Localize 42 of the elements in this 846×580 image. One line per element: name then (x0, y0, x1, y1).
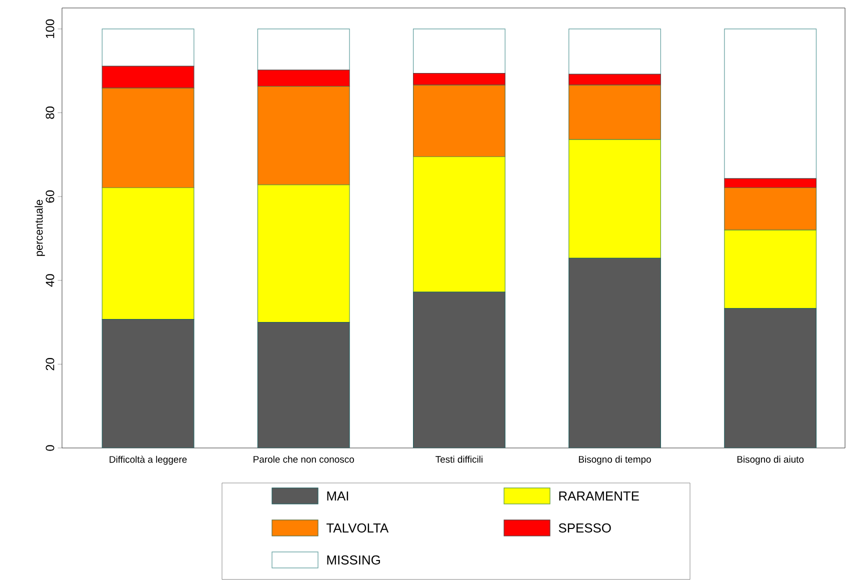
bar (568, 84, 661, 140)
legend-label: MISSING (327, 555, 380, 565)
x-tick-label: Parole che non conosco (254, 456, 354, 463)
y-tick-label: 20 (46, 358, 54, 370)
bar (412, 28, 506, 74)
bar (102, 319, 194, 448)
bar (412, 156, 506, 292)
bar (568, 258, 661, 448)
y-axis-title: percentuale (34, 200, 45, 256)
bar (102, 187, 194, 320)
bar (412, 84, 506, 158)
bar (724, 187, 817, 230)
legend-label: SPESSO (558, 523, 611, 533)
bar (724, 230, 817, 309)
bar (257, 70, 350, 87)
y-tick-label: 0 (46, 445, 54, 451)
bar (102, 66, 194, 88)
bar (724, 28, 817, 179)
bar (412, 292, 506, 448)
y-tick-label: 60 (46, 190, 54, 203)
bar (412, 73, 506, 86)
x-tick-label: Bisogno di aiuto (737, 456, 804, 465)
bar (724, 308, 817, 448)
y-tick-label: 80 (46, 106, 54, 119)
bar (102, 88, 194, 188)
bar (568, 74, 661, 86)
legend-label: RARAMENTE (559, 492, 639, 500)
x-tick-label: Difficoltà a leggere (110, 456, 187, 465)
bar (257, 28, 350, 70)
bar (568, 28, 661, 74)
y-tick-label: 40 (46, 274, 54, 287)
x-tick-label: Testi difficili (436, 456, 482, 463)
bar (102, 28, 194, 67)
legend-label: TALVOLTA (326, 523, 389, 533)
bar (257, 322, 350, 448)
bar (257, 86, 350, 186)
x-tick-label: Bisogno di tempo (578, 456, 651, 465)
legend-label: MAI (327, 492, 348, 500)
y-tick-label: 100 (46, 19, 54, 38)
bar (724, 178, 817, 188)
bar (257, 184, 350, 323)
bar (568, 139, 661, 258)
